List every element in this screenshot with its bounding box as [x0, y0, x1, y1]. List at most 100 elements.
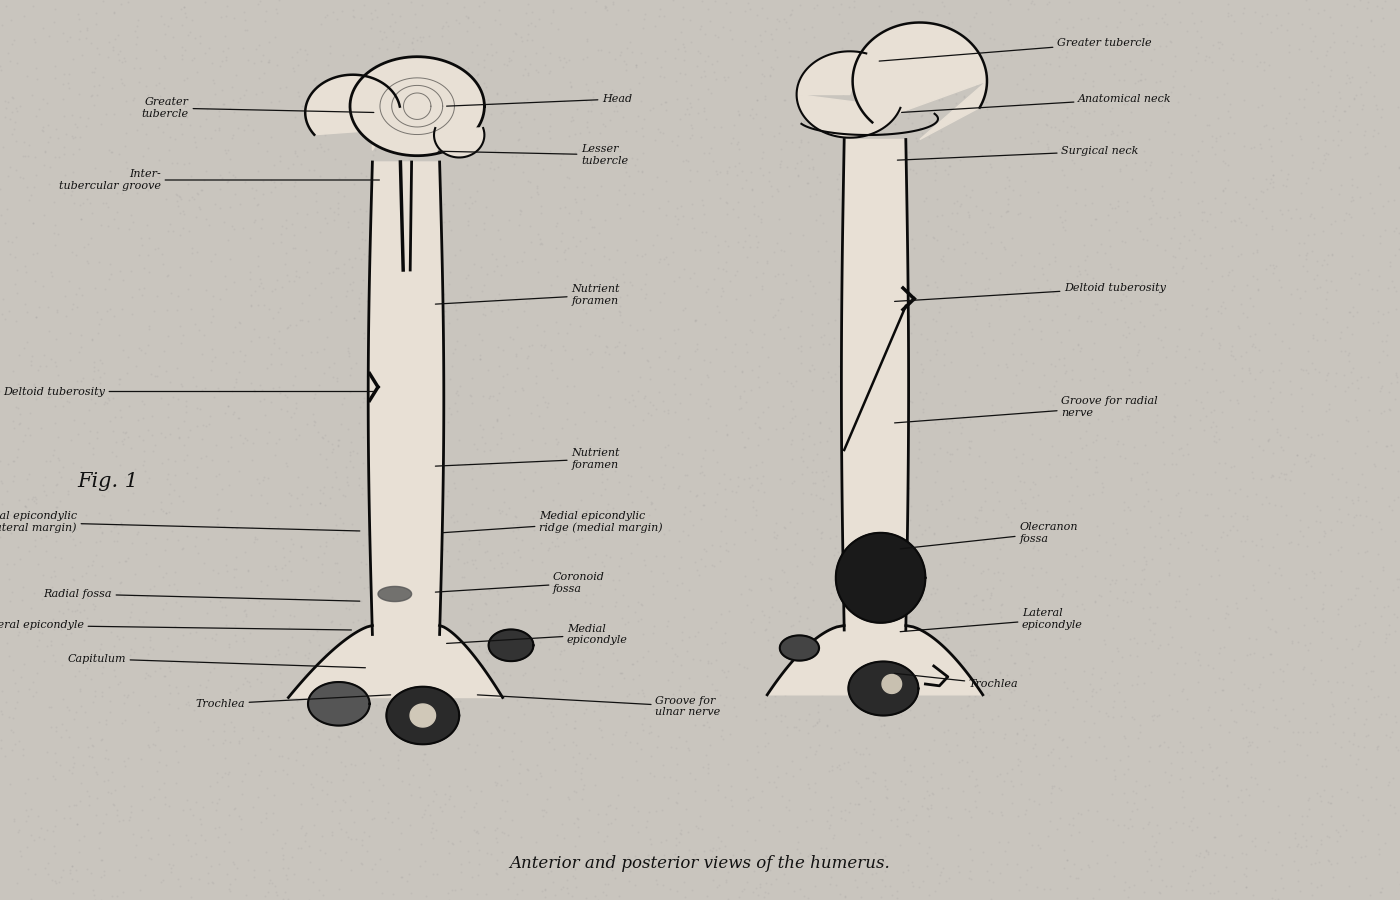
Point — [378, 472, 400, 486]
Point — [980, 404, 1002, 419]
Point — [1351, 228, 1373, 242]
Point — [598, 400, 620, 414]
Point — [710, 120, 732, 134]
Point — [543, 887, 566, 900]
Point — [1203, 428, 1225, 443]
Point — [1058, 323, 1081, 338]
Point — [732, 240, 755, 255]
Point — [431, 29, 454, 43]
Point — [589, 488, 612, 502]
Point — [1168, 241, 1190, 256]
Point — [549, 647, 571, 662]
Point — [766, 421, 788, 436]
Point — [686, 43, 708, 58]
Point — [183, 538, 206, 553]
Point — [801, 358, 823, 373]
Point — [1119, 648, 1141, 662]
Point — [1183, 107, 1205, 122]
Point — [0, 208, 13, 222]
Point — [665, 838, 687, 852]
Point — [1148, 74, 1170, 88]
Point — [928, 672, 951, 687]
Point — [336, 344, 358, 358]
Point — [239, 288, 262, 302]
Point — [652, 286, 675, 301]
Point — [1236, 310, 1259, 324]
Point — [804, 286, 826, 301]
Point — [267, 380, 290, 394]
Point — [1281, 634, 1303, 648]
Point — [640, 495, 662, 509]
Point — [49, 508, 71, 522]
Point — [1194, 842, 1217, 857]
Point — [1138, 611, 1161, 625]
Point — [175, 529, 197, 544]
Point — [585, 645, 608, 660]
Point — [185, 529, 207, 544]
Point — [77, 656, 99, 670]
Point — [958, 606, 980, 620]
Point — [945, 223, 967, 238]
Point — [1203, 403, 1225, 418]
Point — [326, 371, 349, 385]
Point — [305, 767, 328, 781]
Point — [351, 224, 374, 238]
Point — [262, 827, 284, 842]
Point — [204, 248, 227, 262]
Point — [1177, 483, 1200, 498]
Point — [601, 815, 623, 830]
Point — [279, 544, 301, 559]
Point — [486, 393, 508, 408]
Point — [151, 93, 174, 107]
Point — [377, 446, 399, 461]
Point — [179, 118, 202, 132]
Point — [88, 841, 111, 855]
Point — [1375, 0, 1397, 8]
Point — [757, 775, 780, 789]
Point — [1155, 879, 1177, 894]
Point — [60, 108, 83, 122]
Point — [564, 272, 587, 286]
Point — [1326, 675, 1348, 689]
Point — [1303, 227, 1326, 241]
Point — [771, 400, 794, 414]
Point — [90, 893, 112, 900]
Point — [683, 554, 706, 569]
Text: Head: Head — [447, 94, 633, 106]
Point — [1334, 76, 1357, 90]
Point — [862, 446, 885, 461]
Point — [729, 400, 752, 415]
Point — [946, 613, 969, 627]
Point — [175, 405, 197, 419]
Point — [45, 754, 67, 769]
Point — [295, 740, 318, 754]
Point — [704, 682, 727, 697]
Point — [776, 374, 798, 388]
Point — [594, 482, 616, 497]
Point — [568, 532, 591, 546]
Point — [1180, 166, 1203, 180]
Point — [294, 242, 316, 256]
Point — [1077, 286, 1099, 301]
Point — [126, 13, 148, 27]
Point — [1329, 829, 1351, 843]
Point — [503, 517, 525, 531]
Point — [591, 155, 613, 169]
Point — [1291, 399, 1313, 413]
Point — [907, 836, 930, 850]
Point — [197, 732, 220, 746]
Point — [69, 683, 91, 698]
Point — [1302, 330, 1324, 345]
Point — [776, 719, 798, 733]
Point — [853, 616, 875, 630]
Point — [456, 213, 479, 228]
Point — [587, 679, 609, 693]
Point — [1296, 366, 1319, 381]
Point — [1189, 231, 1211, 246]
Point — [752, 468, 774, 482]
Point — [812, 492, 834, 507]
Point — [981, 712, 1004, 726]
Point — [1232, 731, 1254, 745]
Point — [98, 392, 120, 407]
Point — [559, 75, 581, 89]
